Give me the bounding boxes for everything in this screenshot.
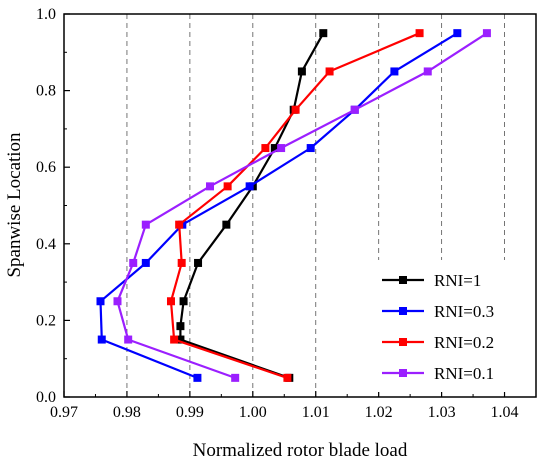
x-tick-label: 1.00 <box>239 404 267 421</box>
data-point <box>453 29 462 38</box>
y-tick-label: 0.6 <box>36 159 56 176</box>
data-point <box>261 144 270 153</box>
legend-label: RNI=1 <box>434 271 481 290</box>
legend-marker <box>399 369 407 377</box>
data-point <box>141 258 150 267</box>
x-tick-label: 1.01 <box>302 404 330 421</box>
x-tick-label: 0.98 <box>113 404 141 421</box>
x-axis-title: Normalized rotor blade load <box>193 440 408 461</box>
data-point <box>179 297 188 306</box>
data-point <box>350 105 359 114</box>
series-rni-0-2 <box>166 29 424 382</box>
y-tick-label: 0.8 <box>36 83 56 100</box>
y-tick-label: 1.0 <box>36 6 56 23</box>
data-point <box>325 67 334 76</box>
data-point <box>231 373 240 382</box>
data-point <box>113 297 122 306</box>
series-rni-1 <box>176 29 328 382</box>
data-point <box>319 29 328 38</box>
data-point <box>166 297 175 306</box>
y-tick-label: 0.2 <box>36 312 56 329</box>
y-tick-label: 0.4 <box>36 236 56 253</box>
series-line <box>169 32 421 379</box>
data-point <box>222 220 231 229</box>
data-point <box>176 335 185 344</box>
x-tick-label: 0.99 <box>176 404 204 421</box>
data-point <box>482 29 491 38</box>
x-tick-label: 1.02 <box>365 404 393 421</box>
y-tick-label: 0.0 <box>36 389 56 406</box>
legend-label: RNI=0.3 <box>434 302 494 321</box>
legend: RNI=1 RNI=0.3 RNI=0.2 RNI=0.1 <box>374 260 532 392</box>
x-tick-label: 0.97 <box>50 404 78 421</box>
legend-marker <box>399 338 407 346</box>
y-axis-title: Spanwise Location <box>4 132 25 278</box>
data-point <box>170 335 179 344</box>
data-point <box>245 182 254 191</box>
legend-marker <box>399 307 407 315</box>
data-point <box>390 67 399 76</box>
series-layer <box>96 29 491 382</box>
data-point <box>277 144 286 153</box>
data-point <box>175 220 184 229</box>
data-point <box>223 182 232 191</box>
x-tick-label: 1.04 <box>491 404 519 421</box>
data-point <box>194 258 203 267</box>
legend-marker <box>399 276 407 284</box>
data-point <box>141 220 150 229</box>
data-point <box>423 67 432 76</box>
tick-layer: 0.97 0.98 0.99 1.00 1.01 1.02 1.03 1.04 0.0 0.2 0.… <box>36 6 519 421</box>
data-point <box>270 144 279 153</box>
legend-label: RNI=0.2 <box>434 333 494 352</box>
series-line <box>116 32 488 379</box>
data-point <box>206 182 215 191</box>
data-point <box>415 29 424 38</box>
series-rni-0-1 <box>113 29 491 382</box>
data-point <box>193 373 202 382</box>
data-point <box>306 144 315 153</box>
series-line <box>99 32 458 379</box>
x-tick-label: 1.03 <box>428 404 456 421</box>
data-point <box>124 335 133 344</box>
data-point <box>96 297 105 306</box>
data-point <box>283 373 292 382</box>
series-rni-0-3 <box>96 29 462 382</box>
grid-layer <box>126 14 505 397</box>
data-point <box>291 105 300 114</box>
data-point <box>97 335 106 344</box>
data-point <box>297 67 306 76</box>
data-point <box>129 258 138 267</box>
data-point <box>177 258 186 267</box>
legend-label: RNI=0.1 <box>434 364 494 383</box>
data-point <box>176 322 185 331</box>
